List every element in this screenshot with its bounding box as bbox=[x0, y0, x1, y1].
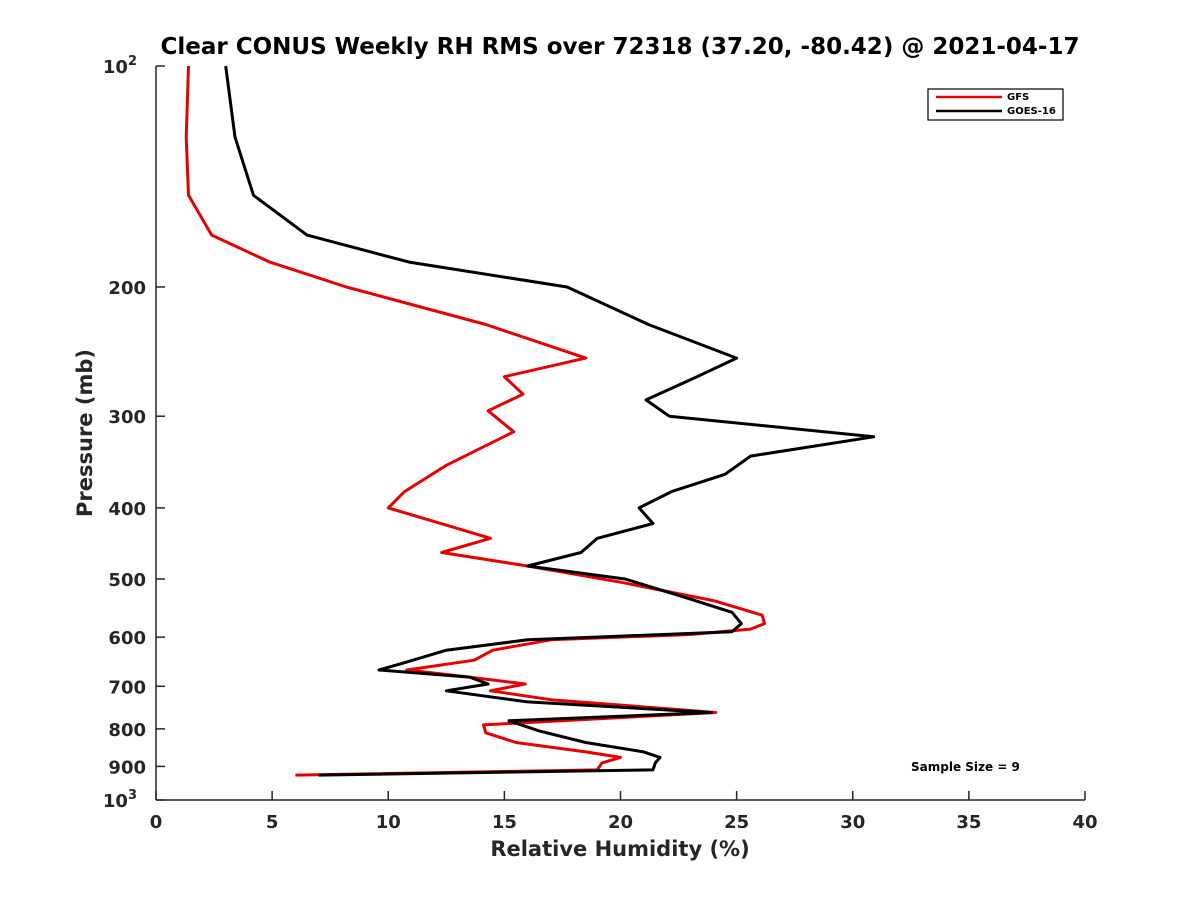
x-axis-ticks: 0 5 10 15 20 25 30 35 40 bbox=[150, 791, 1098, 833]
x-tick-label: 25 bbox=[724, 812, 749, 833]
sample-size-annotation: Sample Size = 9 bbox=[911, 760, 1020, 774]
legend-label-gfs: GFS bbox=[1007, 92, 1029, 103]
x-tick-label: 40 bbox=[1072, 812, 1097, 833]
series-line-gfs bbox=[184, 65, 766, 777]
series-layer bbox=[184, 65, 876, 777]
series-line-goes-16 bbox=[224, 65, 876, 777]
x-tick-label: 15 bbox=[492, 812, 517, 833]
x-axis-label: Relative Humidity (%) bbox=[490, 837, 749, 861]
x-tick-label: 20 bbox=[608, 812, 633, 833]
legend: GFS GOES-16 bbox=[927, 88, 1064, 121]
x-tick-label: 0 bbox=[150, 812, 163, 833]
y-tick-label: 400 bbox=[108, 499, 146, 520]
y-tick-label: 600 bbox=[108, 628, 146, 649]
x-tick-label: 30 bbox=[840, 812, 865, 833]
y-tick-label: 900 bbox=[108, 757, 146, 778]
y-tick-label: 300 bbox=[108, 407, 146, 428]
y-tick-label: 800 bbox=[108, 720, 146, 741]
legend-box bbox=[927, 88, 1064, 121]
x-tick-label: 5 bbox=[266, 812, 279, 833]
y-tick-label: 200 bbox=[108, 278, 146, 299]
y-axis-label: Pressure (mb) bbox=[73, 349, 97, 517]
y-tick-label: 102 bbox=[103, 54, 137, 78]
y-tick-label: 700 bbox=[108, 677, 146, 698]
x-tick-label: 10 bbox=[376, 812, 401, 833]
chart-title: Clear CONUS Weekly RH RMS over 72318 (37… bbox=[161, 34, 1080, 60]
legend-label-goes16: GOES-16 bbox=[1007, 106, 1056, 117]
y-axis-ticks: 102 200 300 400 500 600 700 800 900 103 bbox=[103, 54, 165, 812]
x-tick-label: 35 bbox=[956, 812, 981, 833]
y-tick-label: 103 bbox=[103, 788, 137, 812]
y-tick-label: 500 bbox=[108, 570, 146, 591]
